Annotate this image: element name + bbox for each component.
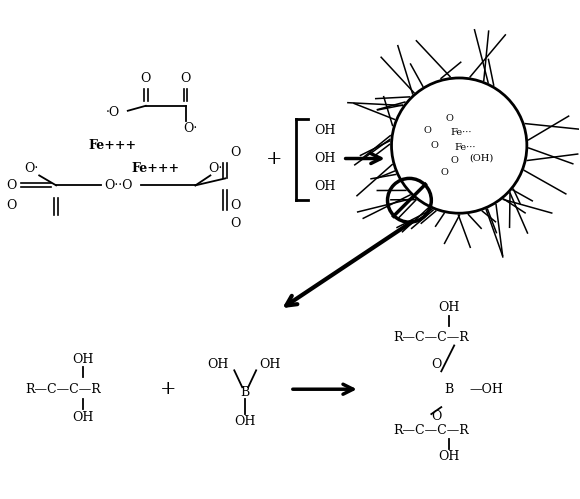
- Text: O·: O·: [208, 162, 223, 175]
- Text: O: O: [6, 199, 16, 212]
- Text: O: O: [140, 72, 151, 85]
- Text: OH: OH: [208, 358, 229, 371]
- Text: OH: OH: [259, 358, 281, 371]
- Text: O: O: [445, 114, 453, 123]
- Text: OH: OH: [314, 152, 335, 165]
- Text: O: O: [431, 358, 441, 371]
- Text: O: O: [230, 199, 241, 212]
- Text: ·O: ·O: [106, 106, 120, 119]
- Text: OH: OH: [72, 353, 94, 366]
- Text: O: O: [6, 179, 16, 192]
- Text: Fe+++: Fe+++: [89, 139, 137, 152]
- Text: Fe···: Fe···: [454, 143, 476, 152]
- Text: R—C—C—R: R—C—C—R: [393, 331, 469, 344]
- Text: O: O: [450, 156, 458, 165]
- Text: O: O: [423, 126, 432, 135]
- Text: O··O: O··O: [104, 179, 133, 192]
- Text: O: O: [440, 168, 448, 177]
- Text: OH: OH: [438, 450, 460, 464]
- Text: R—C—C—R: R—C—C—R: [25, 383, 101, 396]
- Text: OH: OH: [314, 180, 335, 193]
- Text: O·: O·: [24, 162, 38, 175]
- Text: B: B: [445, 383, 454, 396]
- Text: Fe···: Fe···: [451, 128, 472, 137]
- Text: O: O: [430, 141, 438, 150]
- Text: OH: OH: [314, 124, 335, 137]
- Text: OH: OH: [234, 415, 256, 428]
- Text: B: B: [241, 386, 250, 399]
- Text: R—C—C—R: R—C—C—R: [393, 425, 469, 438]
- Text: O: O: [431, 410, 441, 423]
- Text: (OH): (OH): [469, 154, 493, 163]
- Text: OH: OH: [72, 411, 94, 424]
- Text: Fe+++: Fe+++: [132, 162, 180, 175]
- Text: —OH: —OH: [469, 383, 503, 396]
- Text: O·: O·: [183, 122, 198, 135]
- Text: +: +: [266, 150, 282, 168]
- Text: O: O: [180, 72, 191, 85]
- Text: +: +: [160, 380, 177, 398]
- Text: O: O: [230, 217, 241, 230]
- Text: O: O: [230, 146, 241, 159]
- Text: OH: OH: [438, 301, 460, 314]
